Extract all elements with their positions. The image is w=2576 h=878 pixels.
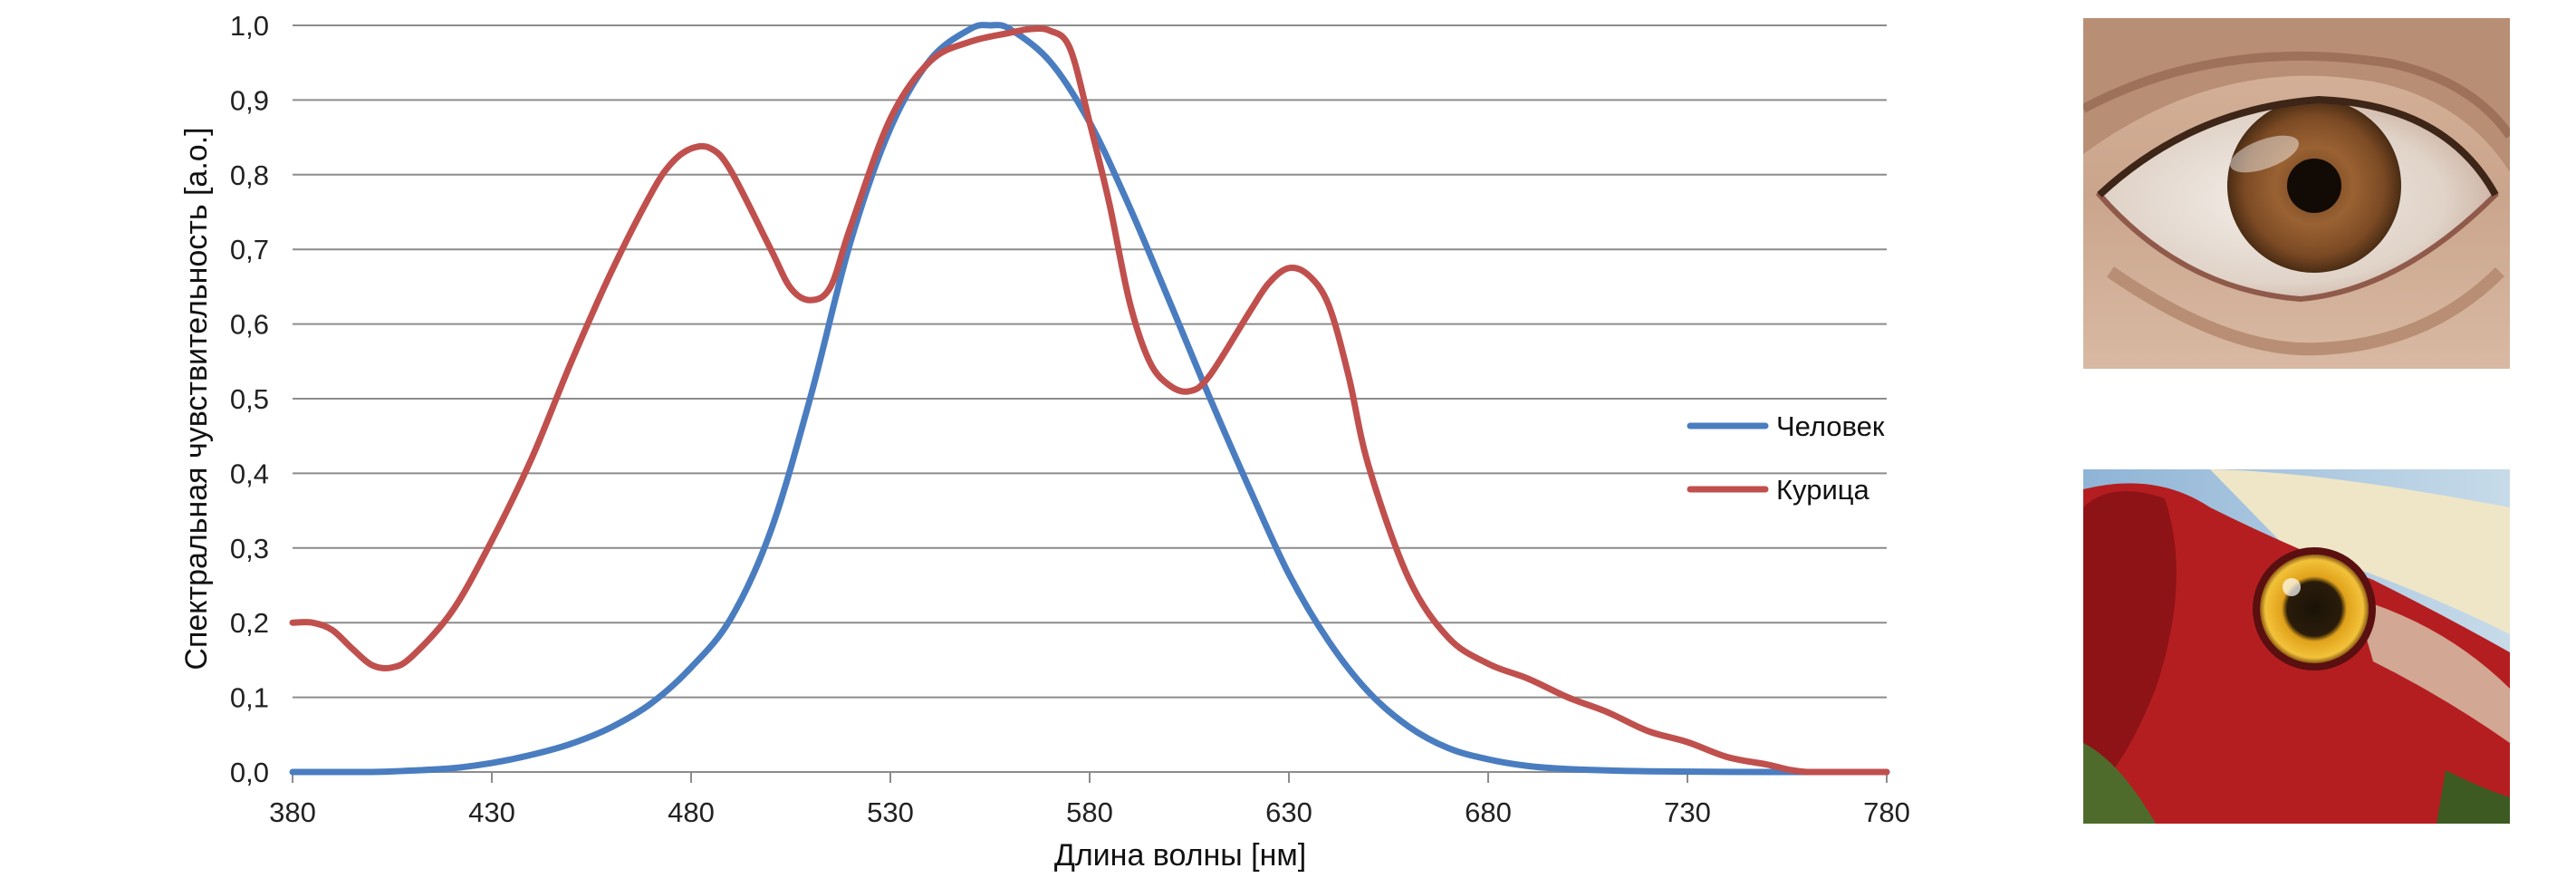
- y-tick-label: 0,2: [230, 607, 269, 639]
- x-tick-label: 480: [668, 796, 715, 828]
- x-tick-label: 630: [1265, 796, 1312, 828]
- y-tick-label: 0,6: [230, 309, 269, 341]
- series-line-human: [289, 22, 1890, 776]
- y-tick-label: 0,1: [230, 682, 269, 714]
- y-tick-label: 0,8: [230, 159, 269, 191]
- x-tick-label: 580: [1066, 796, 1113, 828]
- legend-label-human: Человек: [1776, 410, 1885, 442]
- x-tick-label: 430: [468, 796, 515, 828]
- y-tick-label: 0,4: [230, 458, 269, 489]
- y-axis-title: Спектральная чувствительность [a.o.]: [179, 127, 214, 670]
- legend: Человек Курица: [1687, 410, 1885, 506]
- x-axis-tick-labels: 380 430 480 530 580 630 680 730 780: [269, 796, 1910, 828]
- x-tick-label: 680: [1465, 796, 1512, 828]
- y-tick-label: 0,9: [230, 84, 269, 116]
- x-axis-title: Длина волны [нм]: [1054, 838, 1306, 873]
- series-lines: [289, 22, 1890, 776]
- human-eye-photo: [2083, 18, 2510, 369]
- legend-label-chicken: Курица: [1776, 474, 1870, 506]
- x-tick-label: 380: [269, 796, 316, 828]
- y-tick-label: 0,7: [230, 234, 269, 265]
- y-tick-label: 1,0: [230, 10, 269, 42]
- y-tick-label: 0,5: [230, 383, 269, 415]
- y-axis-tick-labels: 0,0 0,1 0,2 0,3 0,4 0,5 0,6 0,7 0,8 0,9 1,0: [230, 10, 269, 788]
- x-tick-label: 530: [867, 796, 914, 828]
- series-line-chicken: [289, 24, 1890, 776]
- y-tick-label: 0,3: [230, 533, 269, 564]
- y-tick-label: 0,0: [230, 757, 269, 788]
- x-tick-label: 730: [1664, 796, 1711, 828]
- x-tick-label: 780: [1863, 796, 1910, 828]
- chicken-eye-photo: [2083, 469, 2510, 824]
- gridlines: [293, 24, 1887, 699]
